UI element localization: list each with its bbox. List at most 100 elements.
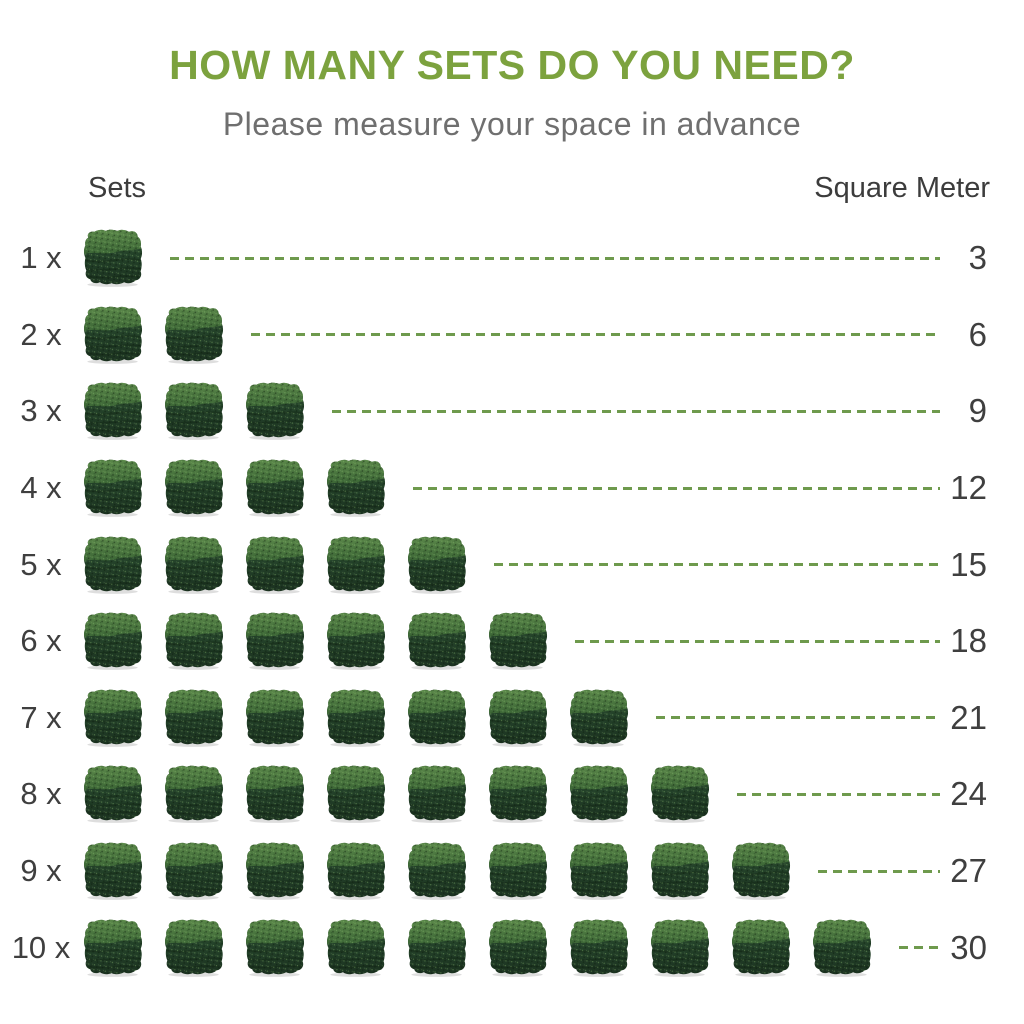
square-meter-value: 6: [968, 315, 987, 353]
hedge-cube-icon: [163, 611, 226, 671]
hedge-cube-icon: [730, 841, 793, 901]
hedge-cube-icon: [244, 764, 307, 824]
chart-row: 5 x 15: [0, 526, 1024, 603]
hedge-cube-icon: [568, 764, 631, 824]
square-meter-value: 18: [950, 622, 987, 660]
hedge-cube-icon: [244, 841, 307, 901]
hedge-cube-group: [82, 458, 388, 518]
hedge-cube-group: [82, 688, 631, 748]
hedge-cube-icon: [487, 841, 550, 901]
dashed-line: [737, 792, 940, 796]
hedge-cube-group: [82, 918, 874, 978]
chart-row: 4 x 12: [0, 450, 1024, 527]
chart-row: 10 x 30: [0, 909, 1024, 986]
chart-row: 6 x 18: [0, 603, 1024, 680]
hedge-cube-icon: [244, 688, 307, 748]
hedge-cube-icon: [406, 764, 469, 824]
square-meter-value: 15: [950, 545, 987, 583]
hedge-cube-icon: [406, 688, 469, 748]
hedge-cube-icon: [406, 611, 469, 671]
hedge-cube-icon: [82, 764, 145, 824]
page-subtitle: Please measure your space in advance: [222, 106, 802, 142]
hedge-cube-group: [82, 228, 145, 288]
hedge-cube-icon: [568, 688, 631, 748]
hedge-cube-icon: [325, 535, 388, 595]
sets-count-label: 4 x: [20, 470, 62, 506]
hedge-cube-icon: [325, 918, 388, 978]
dashed-line: [251, 333, 940, 337]
hedge-cube-icon: [406, 918, 469, 978]
square-meter-value: 27: [950, 852, 987, 890]
hedge-cube-icon: [325, 764, 388, 824]
square-meter-value: 12: [950, 469, 987, 507]
square-meter-value: 9: [968, 392, 987, 430]
column-header-square-meter: Square Meter: [814, 172, 990, 204]
hedge-cube-icon: [406, 841, 469, 901]
sets-count-label: 10 x: [11, 929, 71, 965]
hedge-cube-icon: [244, 535, 307, 595]
hedge-cube-icon: [649, 918, 712, 978]
sets-count-label: 6 x: [20, 623, 62, 659]
square-meter-value: 3: [968, 239, 987, 277]
hedge-cube-icon: [82, 918, 145, 978]
hedge-cube-icon: [163, 688, 226, 748]
hedge-cube-icon: [82, 305, 145, 365]
hedge-cube-icon: [82, 841, 145, 901]
hedge-cube-icon: [325, 841, 388, 901]
square-meter-value: 21: [950, 698, 987, 736]
sets-count-label: 5 x: [20, 546, 62, 582]
hedge-cube-icon: [730, 918, 793, 978]
dashed-line: [575, 639, 940, 643]
hedge-cube-icon: [649, 841, 712, 901]
hedge-cube-icon: [163, 918, 226, 978]
hedge-cube-icon: [487, 688, 550, 748]
hedge-cube-icon: [163, 764, 226, 824]
hedge-cube-group: [82, 764, 712, 824]
hedge-cube-group: [82, 305, 226, 365]
chart-row: 2 x 6: [0, 297, 1024, 374]
sets-count-label: 8 x: [20, 776, 62, 812]
hedge-cube-icon: [487, 764, 550, 824]
dashed-line: [170, 256, 940, 260]
hedge-cube-icon: [568, 918, 631, 978]
column-headers: Sets Square Meter: [0, 172, 1024, 206]
hedge-cube-icon: [163, 535, 226, 595]
hedge-cube-icon: [82, 458, 145, 518]
hedge-cube-icon: [163, 458, 226, 518]
hedge-cube-icon: [163, 381, 226, 441]
hedge-cube-icon: [487, 918, 550, 978]
hedge-cube-icon: [649, 764, 712, 824]
chart-row: 7 x 21: [0, 680, 1024, 757]
sets-count-label: 1 x: [20, 240, 62, 276]
sets-count-label: 7 x: [20, 699, 62, 735]
sets-count-label: 3 x: [20, 393, 62, 429]
hedge-cube-icon: [82, 535, 145, 595]
dashed-line: [656, 716, 940, 720]
chart-row: 8 x 24: [0, 756, 1024, 833]
dashed-line: [899, 946, 940, 950]
chart-row: 9 x 27: [0, 833, 1024, 910]
hedge-cube-icon: [244, 381, 307, 441]
hedge-cube-icon: [568, 841, 631, 901]
chart-row: 3 x 9: [0, 373, 1024, 450]
hedge-cube-icon: [163, 305, 226, 365]
column-header-sets: Sets: [88, 172, 147, 204]
hedge-cube-icon: [406, 535, 469, 595]
hedge-cube-group: [82, 381, 307, 441]
hedge-cube-icon: [82, 688, 145, 748]
square-meter-value: 30: [950, 928, 987, 966]
hedge-cube-icon: [244, 611, 307, 671]
hedge-cube-icon: [325, 688, 388, 748]
square-meter-value: 24: [950, 775, 987, 813]
hedge-cube-icon: [82, 611, 145, 671]
hedge-cube-group: [82, 535, 469, 595]
dashed-line: [332, 409, 940, 413]
hedge-cube-icon: [163, 841, 226, 901]
hedge-cube-icon: [811, 918, 874, 978]
chart-row: 1 x 3: [0, 220, 1024, 297]
dashed-line: [413, 486, 940, 490]
hedge-cube-icon: [82, 381, 145, 441]
hedge-cube-icon: [325, 611, 388, 671]
